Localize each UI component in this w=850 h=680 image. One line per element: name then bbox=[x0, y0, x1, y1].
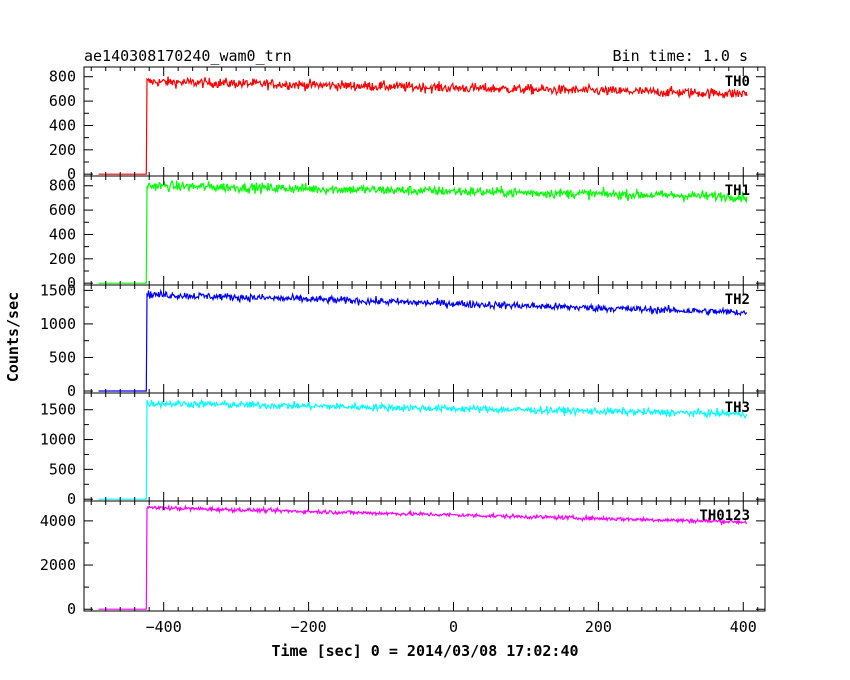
y-tick-label: 0 bbox=[67, 165, 76, 183]
panel-label-th3: TH3 bbox=[725, 400, 750, 416]
y-tick-label: 0 bbox=[67, 600, 76, 618]
y-tick-label: 600 bbox=[49, 92, 76, 110]
panel-label-th2: TH2 bbox=[725, 292, 750, 308]
x-tick-label: 200 bbox=[585, 618, 612, 636]
series-line-th0 bbox=[98, 76, 748, 175]
panel-th3: 0 500 1000 1500 TH3 bbox=[40, 392, 766, 508]
y-tick-label: 600 bbox=[49, 201, 76, 219]
y-tick-label: 1500 bbox=[40, 401, 76, 419]
y-tick-label: 500 bbox=[49, 348, 76, 366]
y-tick-label: 400 bbox=[49, 226, 76, 244]
y-tick-label: 0 bbox=[67, 382, 76, 400]
x-tick-label: 0 bbox=[449, 618, 458, 636]
y-tick-label: 800 bbox=[49, 68, 76, 86]
panel-th0123: 0 2000 4000 TH0123 bbox=[40, 500, 766, 618]
series-line-th0123 bbox=[98, 503, 748, 610]
x-axis-title: Time [sec] 0 = 2014/03/08 17:02:40 bbox=[271, 642, 578, 660]
y-tick-label: 4000 bbox=[40, 512, 76, 530]
y-tick-label: 0 bbox=[67, 490, 76, 508]
series-line-th2 bbox=[98, 288, 748, 392]
series-line-th3 bbox=[98, 398, 748, 500]
panel-label-th0: TH0 bbox=[725, 74, 750, 90]
y-tick-label: 0 bbox=[67, 274, 76, 292]
y-tick-label: 400 bbox=[49, 117, 76, 135]
panel-th2: 0 500 1000 1500 TH2 bbox=[40, 281, 766, 400]
x-tick-label: −400 bbox=[146, 618, 182, 636]
y-tick-label: 1000 bbox=[40, 431, 76, 449]
x-tick-label: 400 bbox=[730, 618, 757, 636]
y-tick-label: 1000 bbox=[40, 315, 76, 333]
y-tick-label: 200 bbox=[49, 141, 76, 159]
panel-frame bbox=[83, 500, 766, 612]
y-tick-label: 200 bbox=[49, 250, 76, 268]
panel-th1: 0 200 400 600 800 TH1 bbox=[49, 175, 766, 292]
y-tick-label: 1500 bbox=[40, 281, 76, 299]
series-line-th1 bbox=[98, 180, 748, 284]
plot-title: ae140308170240_wam0_trn bbox=[84, 47, 292, 65]
panel-label-th0123: TH0123 bbox=[699, 508, 750, 524]
panel-label-th1: TH1 bbox=[725, 183, 750, 199]
panels-group: 0 200 400 600 800 TH0 0 200 400 600 800 TH1 0 500 1000… bbox=[40, 66, 766, 636]
y-tick-label: 800 bbox=[49, 177, 76, 195]
y-tick-label: 2000 bbox=[40, 556, 76, 574]
x-tick-label: −200 bbox=[291, 618, 327, 636]
panel-th0: 0 200 400 600 800 TH0 bbox=[49, 66, 766, 183]
y-tick-label: 500 bbox=[49, 460, 76, 478]
bin-time-label: Bin time: 1.0 s bbox=[613, 47, 748, 65]
y-axis-title: Counts/sec bbox=[4, 292, 22, 382]
